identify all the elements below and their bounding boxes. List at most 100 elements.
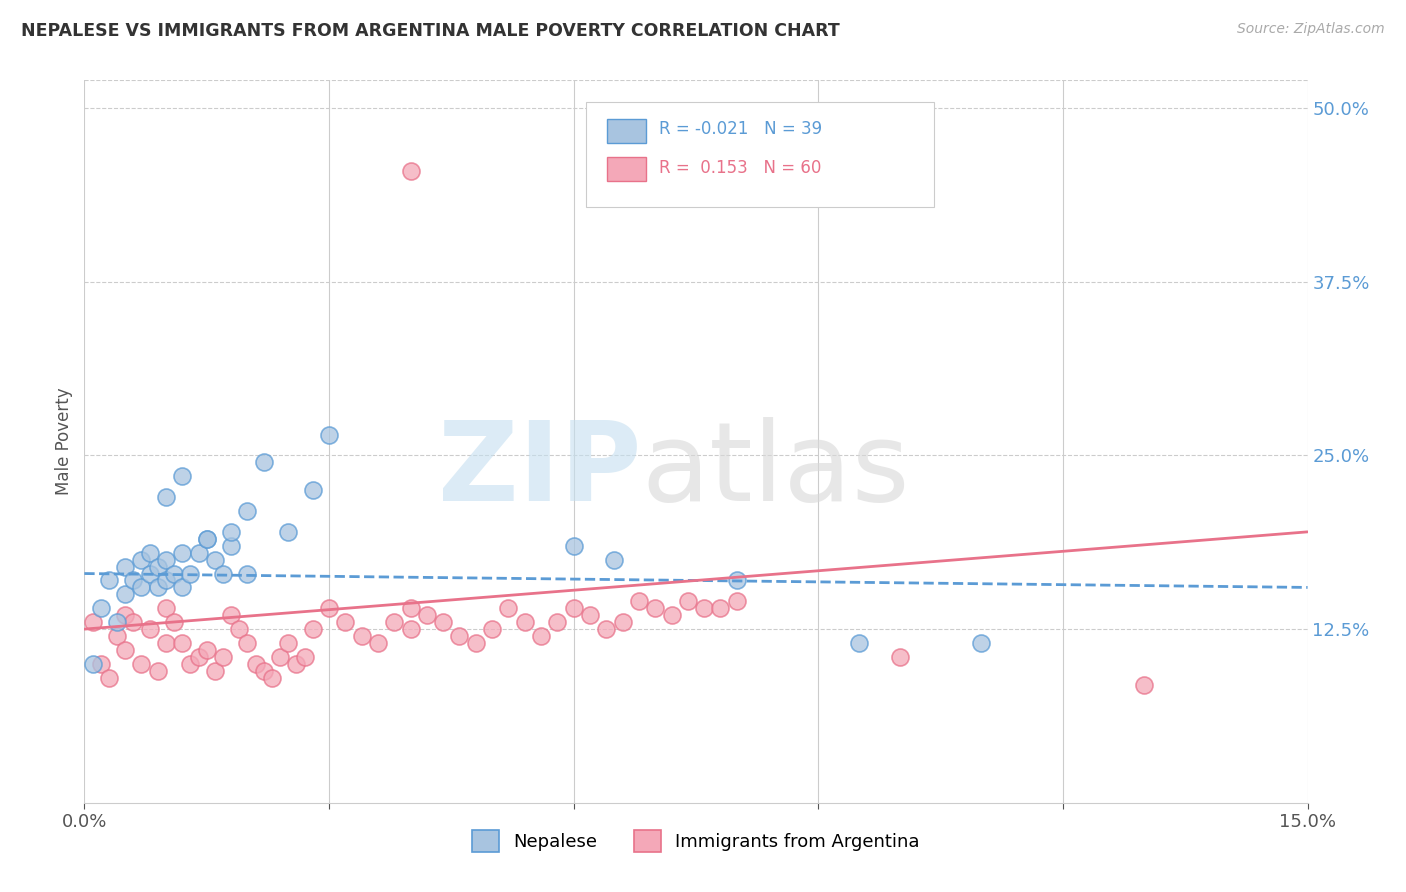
Text: atlas: atlas [641, 417, 910, 524]
Text: R = -0.021   N = 39: R = -0.021 N = 39 [659, 120, 823, 138]
Point [676, 594, 699, 608]
Point [131, 552, 153, 566]
Point [301, 483, 323, 498]
Point [350, 629, 373, 643]
Point [219, 608, 242, 623]
Point [105, 629, 128, 643]
Point [889, 649, 911, 664]
Point [399, 622, 422, 636]
Point [114, 608, 136, 623]
Point [277, 636, 299, 650]
Point [212, 566, 235, 581]
Point [138, 546, 160, 560]
Bar [606, 157, 645, 181]
Point [416, 608, 439, 623]
Point [90, 601, 112, 615]
FancyBboxPatch shape [586, 102, 935, 207]
Point [82, 657, 104, 671]
Point [187, 649, 209, 664]
Point [236, 566, 259, 581]
Point [399, 163, 422, 178]
Point [172, 581, 194, 595]
Point [627, 594, 650, 608]
Point [294, 649, 316, 664]
Point [114, 643, 136, 657]
Point [97, 574, 120, 588]
Point [644, 601, 666, 615]
Point [709, 601, 731, 615]
Point [122, 574, 145, 588]
Point [155, 574, 177, 588]
Point [318, 601, 340, 615]
Point [253, 664, 276, 678]
Point [481, 622, 503, 636]
Point [595, 622, 617, 636]
Text: R =  0.153   N = 60: R = 0.153 N = 60 [659, 159, 821, 177]
Point [146, 559, 169, 574]
Point [172, 636, 194, 650]
Point [513, 615, 536, 630]
Point [725, 594, 748, 608]
Point [163, 566, 186, 581]
Point [432, 615, 454, 630]
Point [204, 552, 226, 566]
Point [661, 608, 683, 623]
Point [399, 601, 422, 615]
Point [163, 615, 186, 630]
Point [382, 615, 405, 630]
Point [97, 671, 120, 685]
Point [848, 636, 870, 650]
Point [612, 615, 634, 630]
Point [498, 601, 520, 615]
Point [155, 490, 177, 504]
Point [269, 649, 291, 664]
Point [367, 636, 389, 650]
Point [172, 546, 194, 560]
Point [464, 636, 486, 650]
Point [131, 581, 153, 595]
Point [301, 622, 323, 636]
Y-axis label: Male Poverty: Male Poverty [55, 388, 73, 495]
Legend: Nepalese, Immigrants from Argentina: Nepalese, Immigrants from Argentina [465, 822, 927, 859]
Point [105, 615, 128, 630]
Point [82, 615, 104, 630]
Point [562, 539, 585, 553]
Point [179, 566, 201, 581]
Point [970, 636, 993, 650]
Point [236, 504, 259, 518]
Point [195, 532, 218, 546]
Point [318, 427, 340, 442]
Point [449, 629, 471, 643]
Point [146, 664, 169, 678]
Point [579, 608, 602, 623]
Point [114, 559, 136, 574]
Point [603, 552, 626, 566]
Point [155, 601, 177, 615]
Point [285, 657, 308, 671]
Point [693, 601, 716, 615]
Point [172, 469, 194, 483]
Text: Source: ZipAtlas.com: Source: ZipAtlas.com [1237, 22, 1385, 37]
Point [236, 636, 259, 650]
Point [228, 622, 250, 636]
Point [335, 615, 357, 630]
Point [138, 566, 160, 581]
Point [187, 546, 209, 560]
Point [131, 657, 153, 671]
Point [114, 587, 136, 601]
Text: ZIP: ZIP [437, 417, 641, 524]
Point [138, 622, 160, 636]
Point [219, 539, 242, 553]
Point [260, 671, 283, 685]
Point [90, 657, 112, 671]
Point [155, 552, 177, 566]
Point [204, 664, 226, 678]
Point [562, 601, 585, 615]
Point [195, 643, 218, 657]
Point [277, 524, 299, 539]
Text: NEPALESE VS IMMIGRANTS FROM ARGENTINA MALE POVERTY CORRELATION CHART: NEPALESE VS IMMIGRANTS FROM ARGENTINA MA… [21, 22, 839, 40]
Point [179, 657, 201, 671]
Point [245, 657, 267, 671]
Point [253, 455, 276, 469]
Bar [606, 119, 645, 143]
